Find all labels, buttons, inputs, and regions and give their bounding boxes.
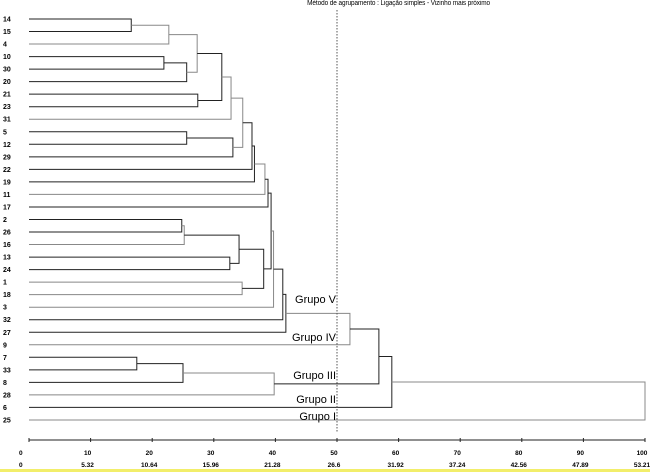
dendrogram-link <box>29 178 269 208</box>
dendrogram-link <box>29 122 253 170</box>
dendrogram-link <box>29 76 232 120</box>
x-tick-label: 100 <box>637 450 648 457</box>
leaf-label: 8 <box>3 380 7 387</box>
leaf-label: 11 <box>3 192 11 199</box>
leaf-label: 31 <box>3 117 11 124</box>
leaf-label: 10 <box>3 54 11 61</box>
leaf-label: 9 <box>3 342 7 349</box>
dendrogram-link <box>29 363 184 383</box>
x-tick-label: 70 <box>454 450 462 457</box>
x-secondary-tick-label: 47.89 <box>572 462 589 469</box>
x-tick-label: 20 <box>146 450 154 457</box>
dendrogram-link <box>263 192 272 270</box>
leaf-label: 32 <box>3 317 11 324</box>
leaf-label: 15 <box>3 29 11 36</box>
x-secondary-tick-label: 37.24 <box>449 462 466 469</box>
leaf-label: 20 <box>3 79 11 86</box>
dendrogram-link <box>29 372 275 396</box>
dendrogram-link <box>168 34 198 73</box>
leaf-label: 2 <box>3 217 7 224</box>
x-tick-label: 90 <box>577 450 585 457</box>
leaf-label: 17 <box>3 204 11 211</box>
x-tick-label: 60 <box>392 450 400 457</box>
leaf-label: 29 <box>3 154 11 161</box>
dendrogram-link <box>29 356 138 371</box>
dendrogram-link <box>29 145 255 183</box>
group-label: Grupo I <box>299 411 336 423</box>
x-secondary-tick-label: 31.92 <box>387 462 404 469</box>
leaf-label: 26 <box>3 230 11 237</box>
leaf-label: 6 <box>3 405 7 412</box>
dendrogram-link <box>29 18 132 33</box>
x-tick-label: 10 <box>84 450 92 457</box>
x-tick-label: 80 <box>515 450 523 457</box>
leaf-label: 16 <box>3 242 11 249</box>
x-secondary-tick-label: 53.21 <box>634 462 650 469</box>
leaf-label: 7 <box>3 355 7 362</box>
dendrogram-link <box>29 293 287 333</box>
x-tick-label: 40 <box>269 450 277 457</box>
dendrogram-link <box>29 62 188 83</box>
dendrogram-link <box>29 230 275 308</box>
leaf-label: 13 <box>3 255 11 262</box>
x-tick-label: 30 <box>207 450 215 457</box>
x-tick-label: 50 <box>330 450 338 457</box>
leaf-label: 5 <box>3 129 7 136</box>
dendrogram-link <box>29 218 183 233</box>
leaf-label: 23 <box>3 104 11 111</box>
group-label: Grupo V <box>295 294 337 306</box>
dendrogram-link <box>29 381 646 421</box>
leaf-label: 28 <box>3 392 11 399</box>
leaf-label: 27 <box>3 330 11 337</box>
leaf-label: 3 <box>3 305 7 312</box>
leaf-label: 25 <box>3 417 11 424</box>
x-secondary-tick-label: 42.56 <box>511 462 528 469</box>
leaf-label: 33 <box>3 367 11 374</box>
dendrogram-link <box>29 56 165 70</box>
dendrogram-link <box>29 225 185 246</box>
x-tick-label: 0 <box>19 450 23 457</box>
x-secondary-tick-label: 10.64 <box>141 462 158 469</box>
leaf-label: 30 <box>3 67 11 74</box>
x-secondary-tick-label: 0 <box>19 462 23 469</box>
leaf-label: 14 <box>3 17 11 24</box>
group-label: Grupo IV <box>292 332 337 344</box>
dendrogram-link <box>197 52 223 101</box>
dendrogram-link <box>239 248 265 289</box>
group-label: Grupo III <box>293 370 336 382</box>
leaf-label: 1 <box>3 280 7 287</box>
leaf-label: 4 <box>3 42 7 49</box>
leaf-label: 22 <box>3 167 11 174</box>
x-secondary-tick-label: 21.28 <box>264 462 281 469</box>
bottom-border <box>0 469 650 472</box>
leaf-label: 19 <box>3 179 11 186</box>
dendrogram-link <box>29 281 243 296</box>
x-secondary-tick-label: 26.6 <box>328 462 341 469</box>
dendrogram-link <box>29 163 266 195</box>
x-secondary-tick-label: 15.96 <box>203 462 220 469</box>
dendrogram-link <box>29 24 170 45</box>
x-secondary-tick-label: 5.32 <box>81 462 94 469</box>
dendrogram-link <box>29 256 231 271</box>
leaf-label: 12 <box>3 142 11 149</box>
group-label: Grupo II <box>296 394 336 406</box>
dendrogram-link <box>184 234 240 264</box>
dendrogram-link <box>29 131 188 145</box>
leaf-label: 21 <box>3 92 11 99</box>
leaf-label: 24 <box>3 267 11 274</box>
leaf-label: 18 <box>3 292 11 299</box>
chart-title: Método de agrupamento : Ligação simples … <box>307 0 490 7</box>
dendrogram-link <box>29 93 199 108</box>
dendrogram-link <box>29 137 234 158</box>
